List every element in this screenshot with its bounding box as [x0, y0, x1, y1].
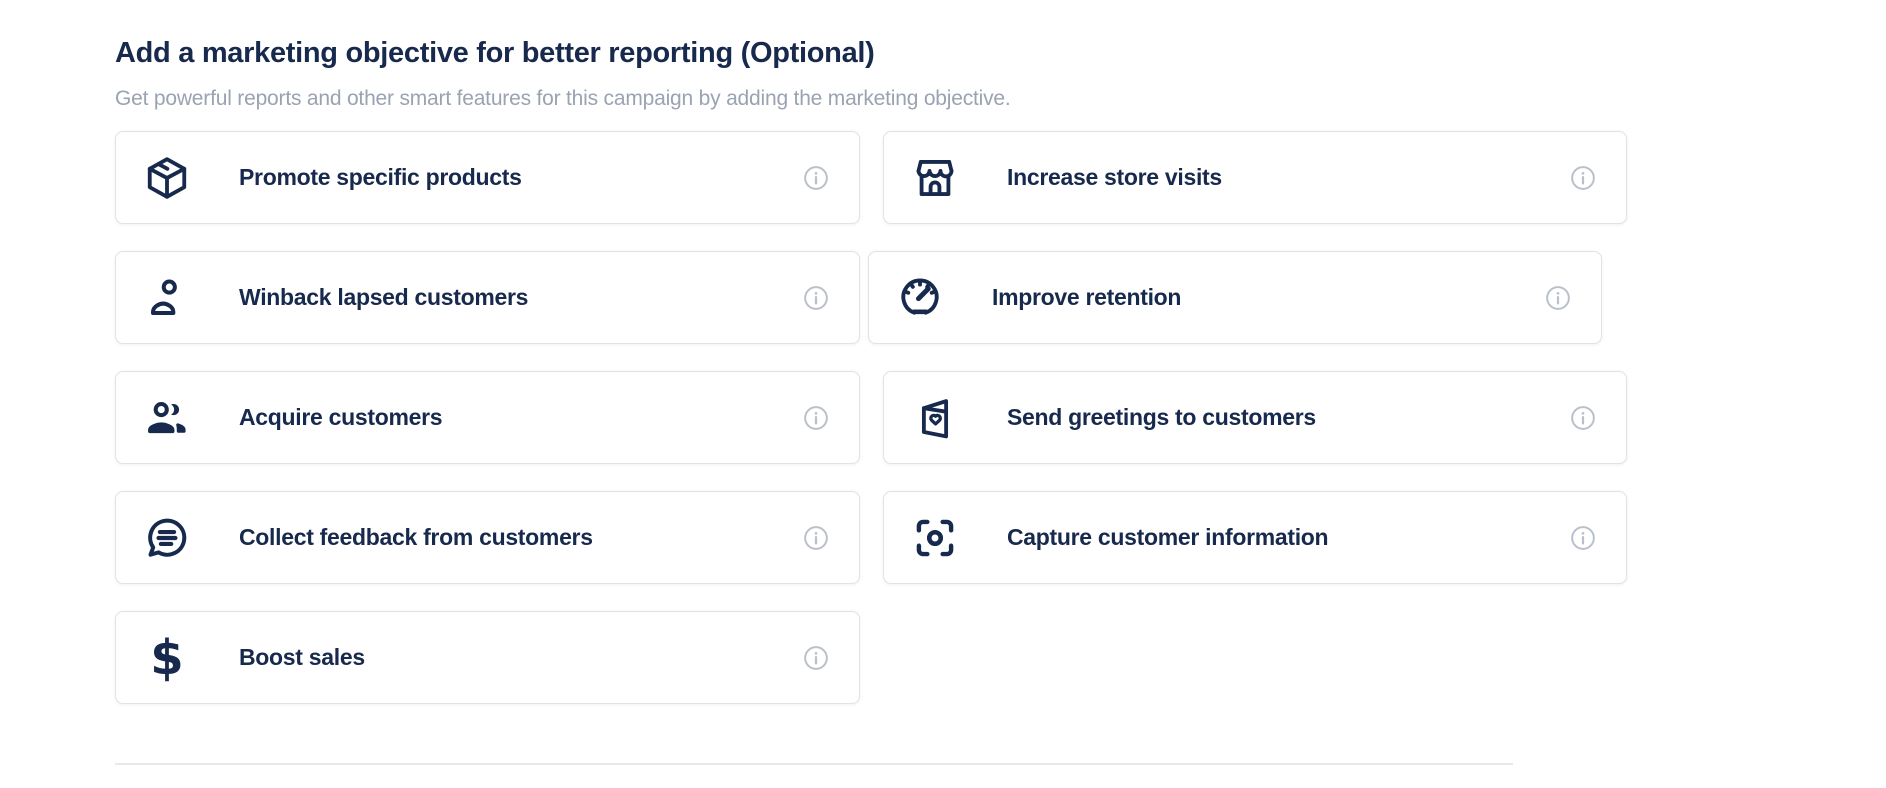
dollar-icon: $: [150, 629, 184, 686]
greeting-card-icon: [912, 395, 958, 441]
objective-label: Promote specific products: [239, 164, 522, 190]
info-icon[interactable]: [802, 644, 830, 672]
objective-label: Acquire customers: [239, 404, 443, 430]
objective-label: Send greetings to customers: [1007, 404, 1316, 430]
chat-feedback-icon: [144, 515, 190, 561]
info-icon[interactable]: [802, 284, 830, 312]
objective-card-promote-specific-products[interactable]: Promote specific products: [115, 131, 860, 224]
objective-label: Winback lapsed customers: [239, 284, 529, 310]
info-icon[interactable]: [802, 164, 830, 192]
objective-label: Boost sales: [239, 644, 365, 670]
objective-card-increase-store-visits[interactable]: Increase store visits: [883, 131, 1627, 224]
objective-card-send-greetings-to-customers[interactable]: Send greetings to customers: [883, 371, 1627, 464]
info-icon[interactable]: [802, 404, 830, 432]
objective-card-capture-customer-information[interactable]: Capture customer information: [883, 491, 1627, 584]
page-title: Add a marketing objective for better rep…: [115, 37, 875, 69]
objective-label: Improve retention: [992, 284, 1182, 310]
info-icon[interactable]: [802, 524, 830, 552]
info-icon[interactable]: [1569, 404, 1597, 432]
info-icon[interactable]: [1569, 164, 1597, 192]
objective-card-acquire-customers[interactable]: Acquire customers: [115, 371, 860, 464]
objective-label: Collect feedback from customers: [239, 524, 593, 550]
capture-frame-icon: [912, 515, 958, 561]
objective-card-winback-lapsed-customers[interactable]: Winback lapsed customers: [115, 251, 860, 344]
page-subtitle: Get powerful reports and other smart fea…: [115, 87, 1011, 110]
objective-card-improve-retention[interactable]: Improve retention: [868, 251, 1602, 344]
speedometer-icon: [897, 275, 943, 321]
objective-card-boost-sales[interactable]: $ Boost sales: [115, 611, 860, 704]
info-icon[interactable]: [1569, 524, 1597, 552]
storefront-icon: [912, 155, 958, 201]
objective-label: Increase store visits: [1007, 164, 1222, 190]
objective-card-collect-feedback-from-customers[interactable]: Collect feedback from customers: [115, 491, 860, 584]
section-divider: [115, 763, 1513, 765]
people-icon: [144, 395, 190, 441]
info-icon[interactable]: [1544, 284, 1572, 312]
objective-label: Capture customer information: [1007, 524, 1329, 550]
person-icon: [144, 275, 190, 321]
package-icon: [144, 155, 190, 201]
